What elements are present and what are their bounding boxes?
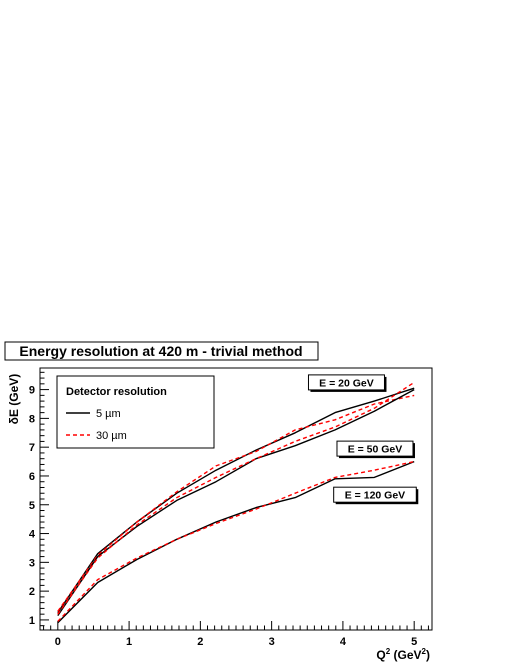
x-tick-label: 1: [126, 636, 132, 648]
x-tick-label: 3: [269, 636, 275, 648]
annotation-box-e-50-gev: [336, 440, 414, 457]
x-axis-label-sup: 2: [386, 647, 391, 656]
annotation-box-e-20-gev: [307, 374, 385, 391]
y-tick-label: 2: [29, 586, 35, 598]
series-line-e-20-gev-30um: [57, 394, 415, 612]
legend-title: Detector resolution: [66, 386, 167, 398]
series-lines: [57, 381, 415, 624]
annotations: E = 20 GeV E = 50 GeV E = 120 GeV: [307, 374, 419, 505]
x-axis-label-unit-sup: 2: [422, 647, 427, 656]
x-axis-ticks: 0 1 2 3 4 5: [43, 621, 429, 648]
legend-label-5um: 5 µm: [96, 408, 121, 420]
x-tick-label: 5: [411, 636, 417, 648]
chart-title: Energy resolution at 420 m - trivial met…: [19, 343, 302, 359]
y-tick-label: 5: [29, 500, 35, 512]
annotation-e-20-gev: E = 20 GeV: [319, 377, 374, 389]
x-tick-label: 4: [340, 636, 347, 648]
x-tick-label: 0: [55, 636, 61, 648]
x-axis-label: Q2 (GeV2): [376, 647, 430, 662]
x-axis-label-unit: (GeV: [390, 648, 421, 662]
y-axis-label: δE (GeV): [7, 374, 21, 425]
series-line-e-50-gev-30um: [57, 381, 415, 615]
legend: Detector resolution 5 µm 30 µm: [56, 375, 215, 449]
x-axis-label-close: ): [426, 648, 430, 662]
y-tick-label: 3: [29, 557, 35, 569]
annotation-e-120-gev: E = 120 GeV: [345, 490, 405, 502]
y-tick-label: 8: [29, 413, 35, 425]
legend-label-30um: 30 µm: [96, 430, 127, 442]
title-box: [4, 341, 319, 361]
y-tick-label: 1: [29, 615, 35, 627]
annotation-e-50-gev: E = 50 GeV: [348, 444, 403, 456]
y-tick-label: 7: [29, 442, 35, 454]
legend-box: [56, 375, 215, 449]
series-line-e-20-gev-5um: [57, 387, 415, 614]
series-line-e-120-gev-30um: [57, 460, 415, 622]
x-axis-label-q: Q: [376, 648, 385, 662]
annotation-box-e-120-gev: [333, 486, 417, 503]
series-line-e-120-gev-5um: [57, 460, 415, 624]
y-axis-ticks: 1 2 3 4 5 6 7 8 9: [29, 371, 49, 627]
y-tick-label: 9: [29, 385, 35, 397]
y-tick-label: 4: [29, 529, 36, 541]
x-tick-label: 2: [197, 636, 203, 648]
y-tick-label: 6: [29, 471, 35, 483]
